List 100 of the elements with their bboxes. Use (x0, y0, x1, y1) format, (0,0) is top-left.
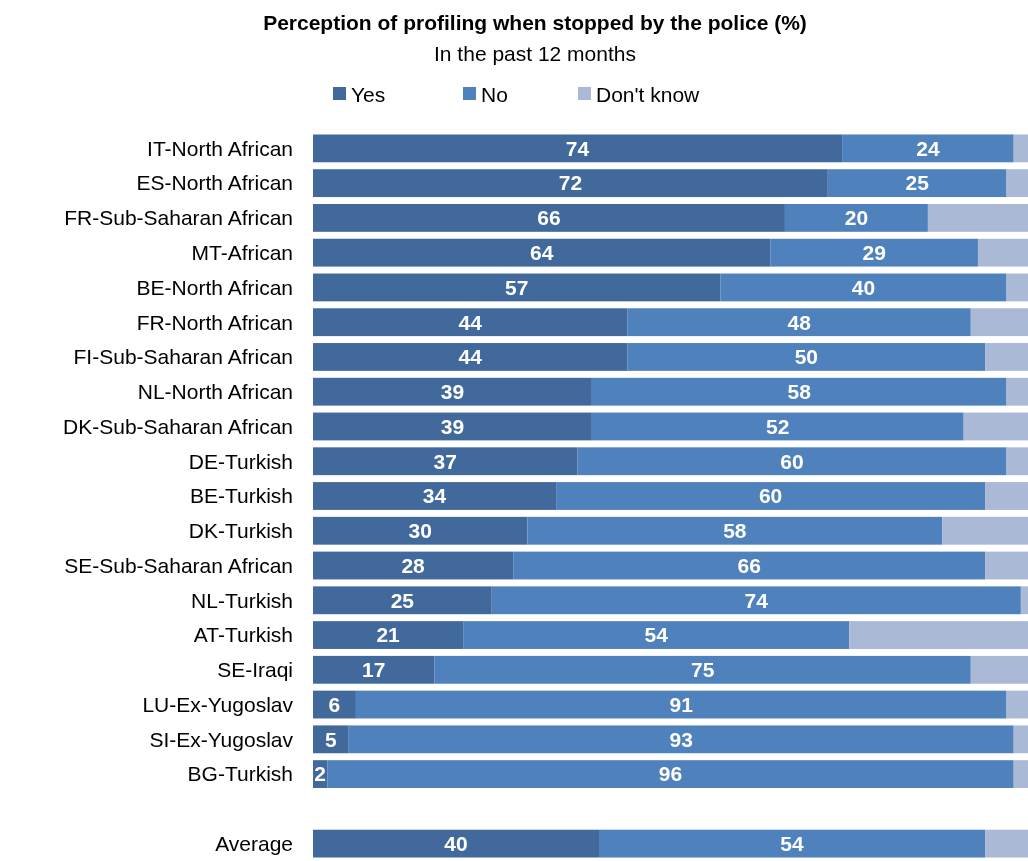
y-tick-label: BE-North African (136, 275, 293, 299)
y-tick-label: MT-African (191, 241, 293, 265)
bar (313, 238, 771, 267)
bar (434, 655, 971, 684)
data-label: 54 (644, 623, 669, 647)
data-label: 52 (766, 414, 790, 438)
bar (577, 447, 1007, 476)
data-label: 57 (505, 275, 529, 299)
bar (313, 169, 828, 198)
data-label: 60 (780, 449, 804, 473)
y-tick-label: LU-Ex-Yugoslav (142, 692, 294, 716)
data-label: 20 (844, 206, 869, 230)
data-label: 58 (787, 380, 812, 404)
bar (313, 308, 628, 337)
bar (313, 377, 592, 406)
data-label: 74 (565, 136, 590, 160)
bar (1006, 377, 1028, 406)
bar (313, 586, 492, 615)
y-tick-label: BG-Turkish (187, 762, 293, 786)
bar (599, 829, 986, 858)
data-label: 25 (905, 171, 930, 195)
bar (313, 447, 578, 476)
bar (313, 621, 464, 649)
bar (313, 725, 349, 754)
y-tick-label: FI-Sub-Saharan African (73, 345, 293, 369)
data-label: 75 (691, 658, 715, 682)
bar (627, 308, 971, 337)
y-tick-label: NL-North African (137, 380, 293, 404)
data-label: 21 (376, 623, 401, 647)
bar (327, 760, 1014, 788)
bar (313, 829, 599, 858)
data-label: 39 (440, 380, 465, 404)
data-label: 28 (401, 553, 426, 577)
y-tick-label: DK-Turkish (188, 519, 293, 543)
chart-subtitle: In the past 12 months (434, 42, 636, 65)
y-tick-label: IT-North African (147, 136, 293, 160)
bar (1013, 134, 1028, 163)
data-label: 74 (744, 588, 769, 612)
data-label: 30 (408, 519, 432, 543)
bar (1006, 447, 1028, 476)
bar (985, 482, 1028, 510)
bar (313, 134, 843, 163)
data-label: 44 (458, 310, 483, 334)
bar (970, 308, 1028, 337)
data-label: 5 (325, 727, 338, 751)
bar (970, 655, 1028, 684)
y-tick-label: SI-Ex-Yugoslav (149, 727, 294, 751)
bar (1006, 169, 1028, 198)
bar (985, 343, 1028, 371)
data-label: 40 (444, 831, 468, 855)
data-label: 37 (433, 449, 457, 473)
y-tick-label: FR-Sub-Saharan African (64, 206, 293, 230)
bar (985, 829, 1028, 858)
bar (842, 134, 1014, 163)
bar (1006, 690, 1028, 719)
data-label: 91 (669, 692, 694, 716)
bar (927, 204, 1028, 232)
data-label: 29 (862, 241, 886, 265)
y-tick-label: AT-Turkish (193, 623, 293, 647)
bar (627, 343, 986, 371)
bar (591, 412, 964, 441)
bar (849, 621, 1028, 649)
bar (985, 551, 1028, 580)
bar (491, 586, 1021, 615)
data-label: 93 (669, 727, 693, 751)
bar (591, 377, 1007, 406)
bar (313, 273, 721, 302)
bar (313, 655, 435, 684)
data-label: 40 (851, 275, 876, 299)
bar (827, 169, 1007, 198)
bar (1020, 586, 1028, 615)
legend-label: Yes (351, 83, 386, 107)
bar (313, 204, 785, 232)
y-tick-label: NL-Turkish (191, 588, 293, 612)
data-label: 64 (530, 241, 554, 265)
bar (463, 621, 850, 649)
bar (942, 516, 1028, 545)
bar (313, 482, 557, 510)
data-label: 24 (916, 136, 940, 160)
bar (1013, 725, 1028, 754)
data-label: 72 (558, 171, 583, 195)
bar (313, 343, 628, 371)
legend-label: Don't know (596, 83, 701, 107)
bar (348, 725, 1014, 754)
y-tick-label: SE-Sub-Saharan African (64, 553, 293, 577)
y-tick-label: FR-North African (136, 310, 293, 334)
data-label: 44 (458, 345, 483, 369)
y-tick-label: SE-Iraqi (217, 658, 293, 682)
data-label: 48 (787, 310, 812, 334)
data-label: 66 (537, 206, 561, 230)
data-label: 6 (328, 692, 341, 716)
bar (770, 238, 978, 267)
bar (313, 551, 514, 580)
data-label: 96 (658, 762, 683, 786)
chart-title: Perception of profiling when stopped by the police (%) (263, 11, 807, 34)
y-tick-label: DE-Turkish (188, 449, 293, 473)
bar (556, 482, 986, 510)
data-label: 34 (422, 484, 447, 508)
data-label: 50 (794, 345, 819, 369)
y-tick-label: DK-Sub-Saharan African (63, 414, 293, 438)
